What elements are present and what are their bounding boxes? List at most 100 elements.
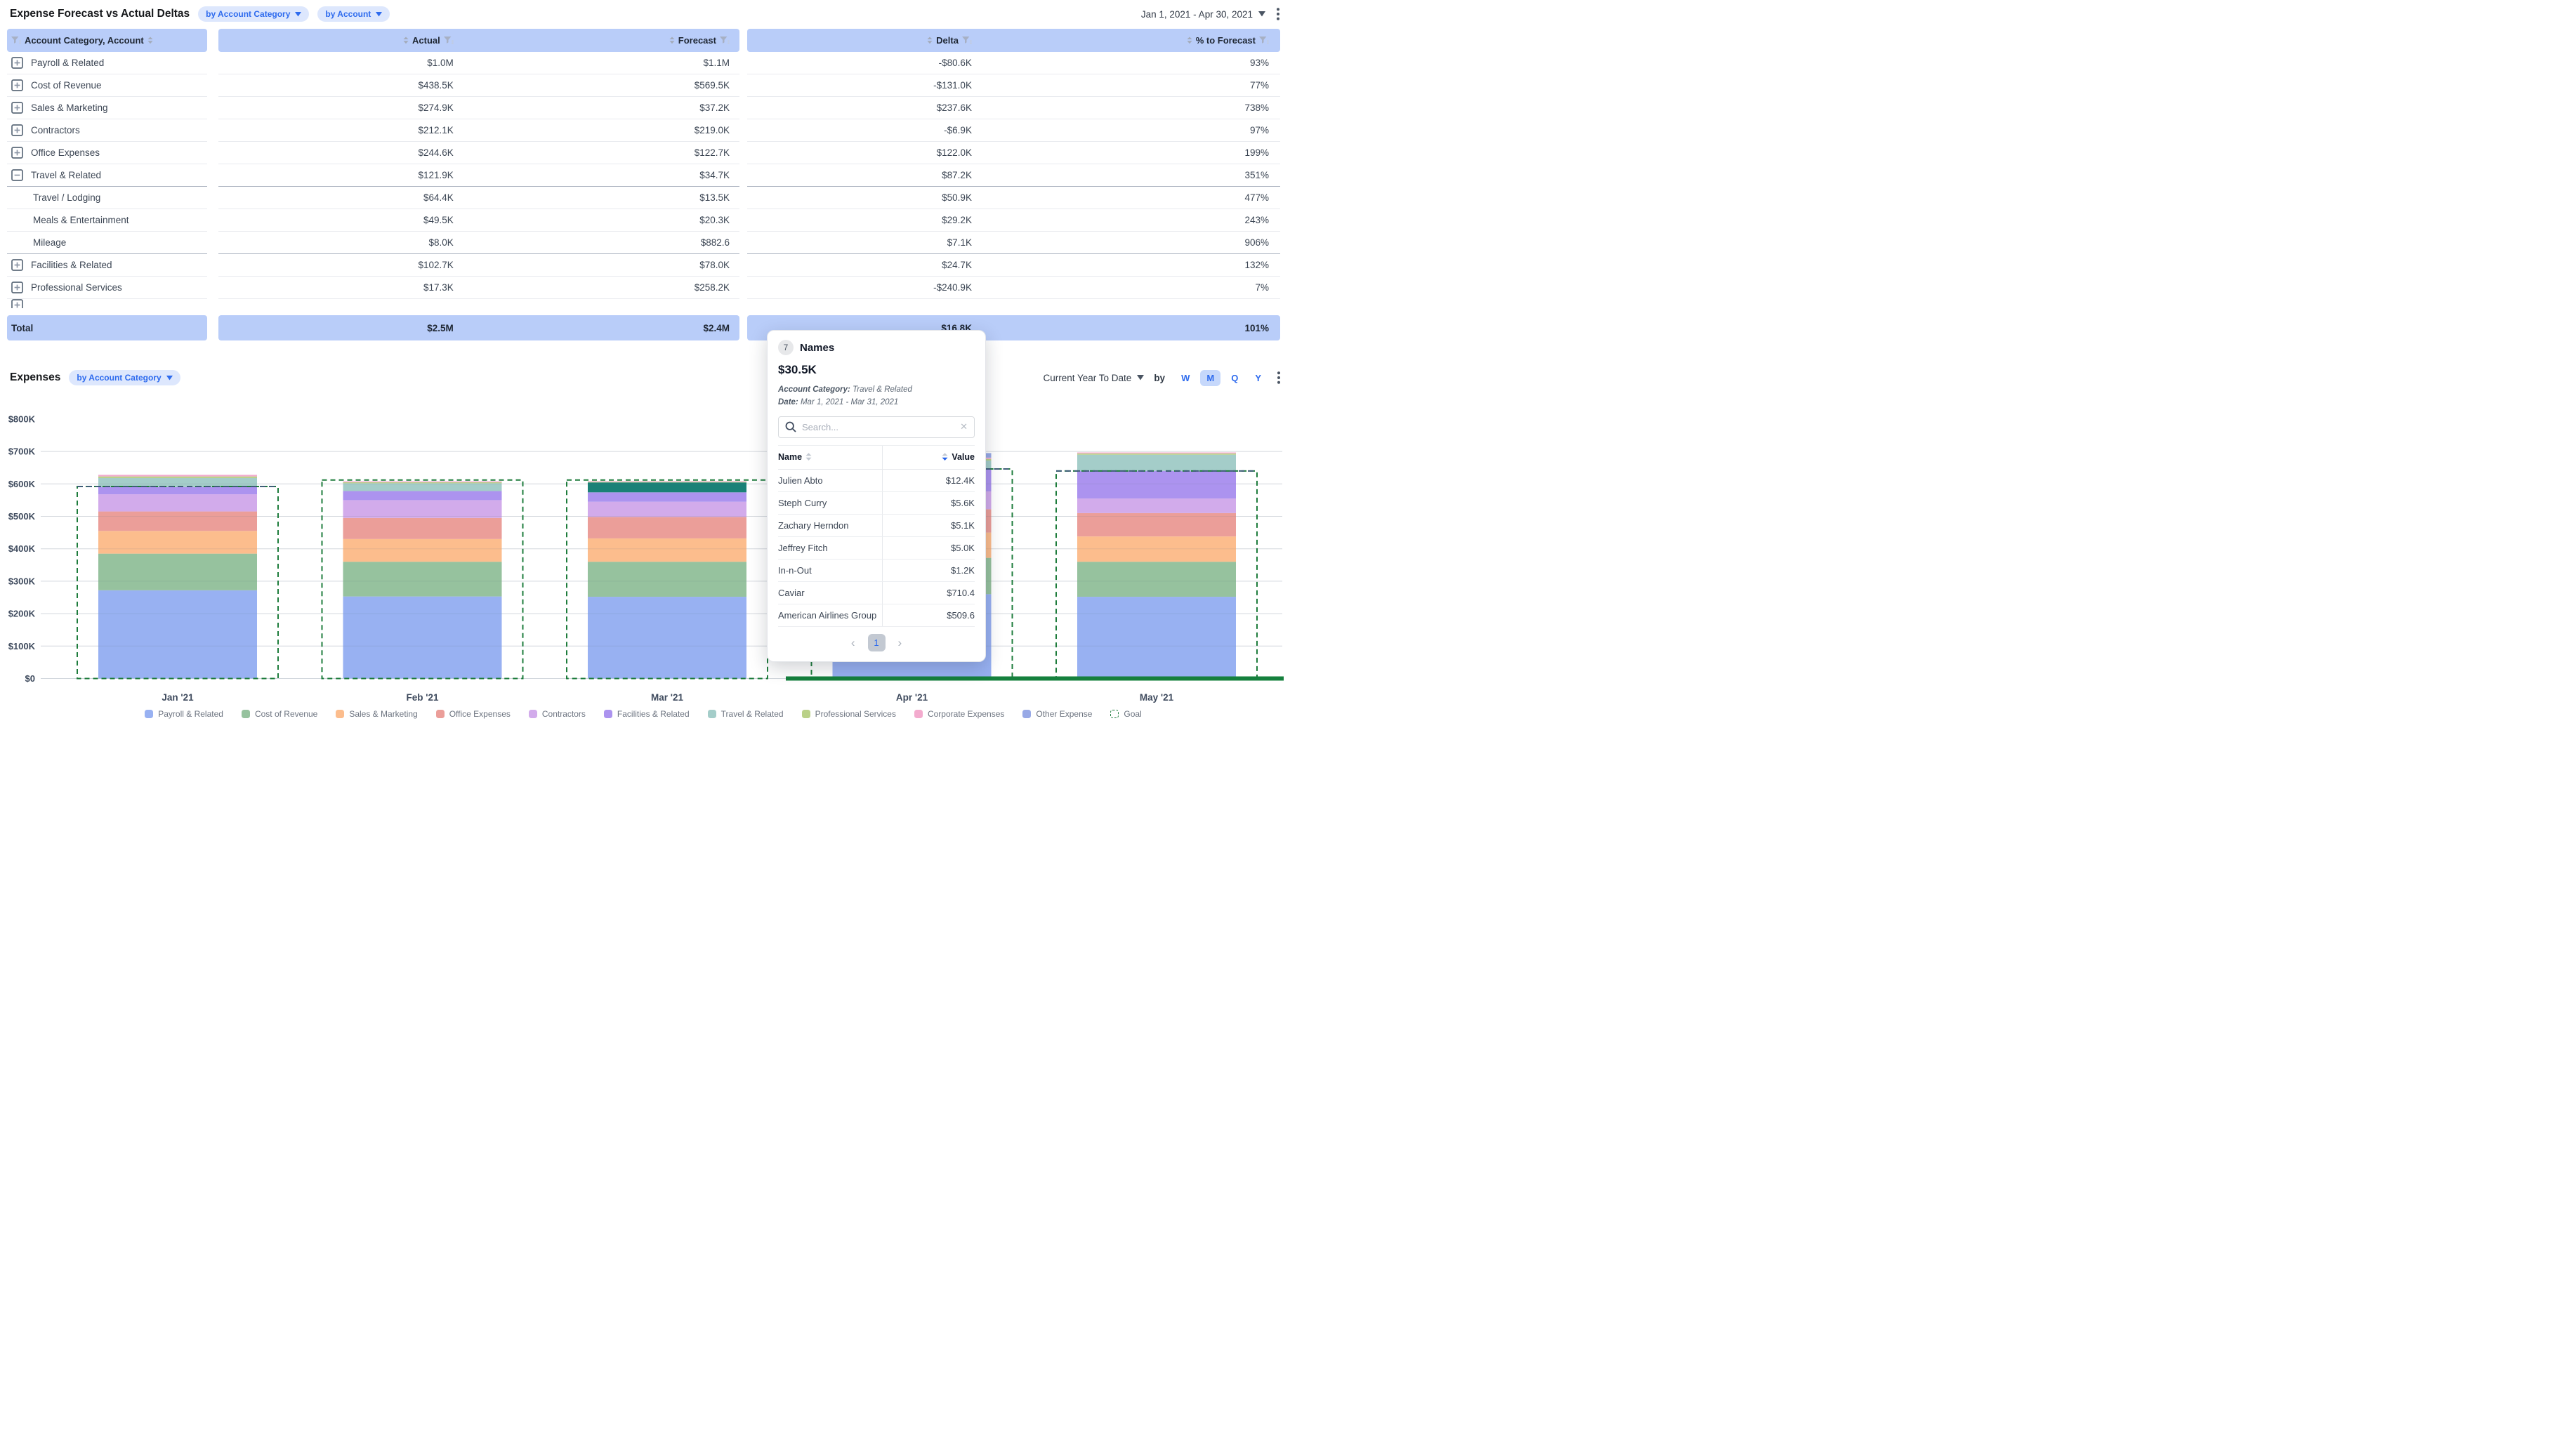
expand-icon[interactable] (11, 102, 23, 114)
filter-icon[interactable] (443, 36, 454, 45)
bar-segment[interactable] (98, 511, 257, 531)
expand-icon[interactable] (11, 259, 23, 271)
bar-segment[interactable] (343, 538, 502, 562)
bar-segment[interactable] (343, 483, 502, 491)
bar-segment[interactable] (343, 491, 502, 501)
table-row-account[interactable]: Travel & Related (7, 164, 207, 187)
collapse-icon[interactable] (11, 169, 23, 181)
table-row-account[interactable]: Sales & Marketing (7, 97, 207, 119)
bar-segment[interactable] (98, 494, 257, 512)
bar-segment[interactable] (588, 538, 746, 562)
legend-item[interactable]: Payroll & Related (145, 709, 223, 719)
expand-icon[interactable] (11, 147, 23, 159)
table-row-account[interactable]: Contractors (7, 119, 207, 142)
legend-item[interactable]: Professional Services (801, 709, 896, 719)
bar-segment[interactable] (343, 596, 502, 679)
bar-segment[interactable] (1077, 454, 1236, 471)
table-row-account[interactable]: Facilities & Related (7, 254, 207, 277)
sort-icon[interactable] (147, 37, 153, 44)
sort-icon[interactable] (1187, 37, 1192, 44)
interval-toggle-w[interactable]: W (1181, 372, 1190, 383)
bar-segment[interactable] (98, 553, 257, 590)
bar-segment[interactable] (1077, 536, 1236, 562)
bar-segment[interactable] (1077, 512, 1236, 537)
bar-segment[interactable] (343, 517, 502, 539)
kebab-menu-icon[interactable] (1277, 8, 1279, 20)
legend-item[interactable]: Other Expense (1022, 709, 1092, 719)
popup-table-row[interactable]: In-n-Out $1.2K (778, 559, 975, 582)
legend-item-goal[interactable]: Goal (1110, 709, 1142, 719)
popup-table-row[interactable]: Julien Abto $12.4K (778, 469, 975, 492)
bar-segment[interactable] (98, 477, 257, 487)
kebab-menu-icon[interactable] (1277, 371, 1280, 384)
filter-icon[interactable] (1258, 36, 1269, 45)
sort-icon[interactable] (927, 37, 933, 44)
legend-item[interactable]: Corporate Expenses (914, 709, 1004, 719)
date-range-selector[interactable]: Jan 1, 2021 - Apr 30, 2021 (1141, 9, 1265, 20)
expand-icon[interactable] (11, 299, 23, 308)
popup-table-row[interactable]: Caviar $710.4 (778, 581, 975, 604)
filter-icon[interactable] (961, 36, 972, 45)
bar-segment[interactable] (588, 597, 746, 679)
expenses-stacked-bar-chart[interactable]: $0 $100K $200K $300K $400K $500K $600K $700K $80… (0, 391, 1286, 708)
bar-segment[interactable] (588, 501, 746, 517)
legend-item[interactable]: Office Expenses (435, 709, 511, 719)
bar-segment[interactable] (588, 562, 746, 597)
legend-item[interactable]: Facilities & Related (603, 709, 690, 719)
bar-segment[interactable] (343, 562, 502, 597)
chart-range-selector[interactable]: Current Year To Date (1043, 373, 1145, 383)
popup-table-row[interactable]: Zachary Herndon $5.1K (778, 514, 975, 537)
bar-segment[interactable] (98, 531, 257, 554)
interval-toggle-m[interactable]: M (1200, 369, 1221, 386)
group-by-account-pill[interactable]: by Account (317, 6, 390, 22)
chart-group-by-pill[interactable]: by Account Category (69, 370, 180, 385)
bar-segment[interactable] (588, 492, 746, 502)
legend-item[interactable]: Sales & Marketing (336, 709, 418, 719)
legend-item[interactable]: Cost of Revenue (241, 709, 317, 719)
bar-segment[interactable] (98, 476, 257, 478)
bar-segment[interactable] (98, 475, 257, 477)
delta-column-header[interactable]: Delta (747, 35, 982, 46)
bar-segment[interactable] (588, 482, 746, 493)
bar-segment[interactable] (98, 590, 257, 679)
table-row-account[interactable]: Mileage (7, 232, 207, 254)
prev-page-icon[interactable]: ‹ (850, 635, 855, 649)
forecast-column-header[interactable]: Forecast (463, 35, 739, 46)
popup-table-row[interactable]: Jeffrey Fitch $5.0K (778, 536, 975, 560)
bar-segment[interactable] (98, 487, 257, 495)
next-page-icon[interactable]: › (897, 635, 902, 649)
group-by-category-pill[interactable]: by Account Category (198, 6, 310, 22)
popup-table-row[interactable]: American Airlines Group $509.6 (778, 604, 975, 627)
actual-column-header[interactable]: Actual (218, 35, 463, 46)
bar-segment[interactable] (1077, 453, 1236, 455)
value-column-header[interactable]: Value (882, 445, 975, 469)
expand-icon[interactable] (11, 124, 23, 136)
bar-segment[interactable] (343, 482, 502, 484)
table-row-account[interactable]: Payroll & Related (7, 52, 207, 74)
table-row-account[interactable]: Cost of Revenue (7, 74, 207, 97)
bar-segment[interactable] (1077, 498, 1236, 513)
filter-icon[interactable] (719, 36, 730, 45)
table-row-account[interactable]: Meals & Entertainment (7, 209, 207, 232)
bar-segment[interactable] (1077, 562, 1236, 597)
sort-icon[interactable] (669, 37, 675, 44)
bar-segment[interactable] (1077, 470, 1236, 499)
bar-segment[interactable] (343, 500, 502, 518)
bar-segment[interactable] (588, 481, 746, 482)
expand-icon[interactable] (11, 79, 23, 91)
table-row-account[interactable]: Travel / Lodging (7, 187, 207, 209)
name-column-header[interactable]: Name (778, 452, 882, 462)
bar-segment[interactable] (1077, 597, 1236, 679)
bar-segment[interactable] (1077, 452, 1236, 454)
expand-icon[interactable] (11, 282, 23, 293)
sort-icon[interactable] (403, 37, 409, 44)
filter-icon[interactable] (11, 36, 21, 45)
popup-table-row[interactable]: Steph Curry $5.6K (778, 491, 975, 515)
expand-icon[interactable] (11, 57, 23, 69)
legend-item[interactable]: Contractors (528, 709, 586, 719)
legend-item[interactable]: Travel & Related (707, 709, 784, 719)
interval-toggle-q[interactable]: Q (1231, 372, 1239, 383)
table-row-account[interactable]: Office Expenses (7, 142, 207, 164)
interval-toggle-y[interactable]: Y (1255, 372, 1261, 383)
pct-to-forecast-column-header[interactable]: % to Forecast (982, 35, 1280, 46)
